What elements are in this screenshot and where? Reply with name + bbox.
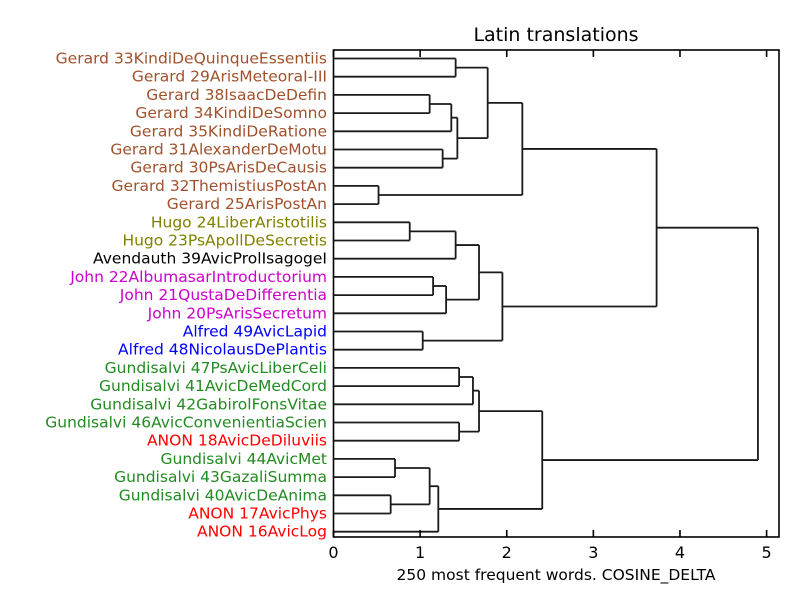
dendrogram-links bbox=[333, 57, 759, 533]
leaf-label: Gerard 29ArisMeteoraI-III bbox=[132, 68, 327, 86]
leaf-label: Gundisalvi 46AvicConvenientiaScien bbox=[45, 414, 327, 432]
leaf-label: Gerard 31AlexanderDeMotu bbox=[110, 141, 327, 159]
x-axis-tick-label: 4 bbox=[675, 543, 685, 562]
leaf-label: Alfred 49AvicLapid bbox=[183, 323, 327, 341]
leaf-label: John 21QustaDeDifferentia bbox=[119, 286, 327, 304]
leaf-label: Gundisalvi 41AvicDeMedCord bbox=[99, 377, 327, 395]
x-axis-label: 250 most frequent words. COSINE_DELTA bbox=[397, 566, 716, 585]
leaf-label: Avendauth 39AvicProlIsagogeI bbox=[93, 250, 327, 268]
leaf-label: ANON 18AvicDeDiluviis bbox=[147, 432, 327, 450]
leaf-label: Gerard 30PsArisDeCausis bbox=[130, 159, 327, 177]
leaf-label: Alfred 48NicolausDePlantis bbox=[118, 341, 327, 359]
leaf-label: Gerard 33KindiDeQuinqueEssentiis bbox=[56, 50, 327, 68]
leaf-label: Gerard 25ArisPostAn bbox=[167, 195, 327, 213]
leaf-label: John 20PsArisSecretum bbox=[147, 304, 327, 322]
leaf-label: Gundisalvi 40AvicDeAnima bbox=[119, 486, 327, 504]
x-axis-tick-label: 0 bbox=[328, 543, 338, 562]
leaf-label: Hugo 24LiberAristotilis bbox=[151, 213, 327, 231]
leaf-label: Gundisalvi 42GabirolFonsVitae bbox=[90, 395, 327, 413]
leaf-label: ANON 16AvicLog bbox=[197, 523, 327, 541]
leaf-label: John 22AlbumasarIntroductorium bbox=[69, 268, 327, 286]
x-axis-tick-label: 3 bbox=[588, 543, 598, 562]
leaf-label: Gerard 35KindiDeRatione bbox=[130, 122, 327, 140]
leaf-label: Gundisalvi 43GazaliSumma bbox=[114, 468, 327, 486]
x-axis-tick-label: 5 bbox=[762, 543, 772, 562]
chart-title: Latin translations bbox=[473, 24, 638, 46]
plot-border bbox=[332, 49, 780, 538]
leaf-label: Gundisalvi 44AvicMet bbox=[161, 450, 328, 468]
x-axis-tick-label: 1 bbox=[415, 543, 425, 562]
leaf-label: Gundisalvi 47PsAvicLiberCeli bbox=[105, 359, 327, 377]
leaf-label: ANON 17AvicPhys bbox=[188, 505, 327, 523]
leaf-label: Gerard 32ThemistiusPostAn bbox=[112, 177, 327, 195]
x-axis-tick-label: 2 bbox=[502, 543, 512, 562]
leaf-label: Gerard 34KindiDeSomno bbox=[135, 104, 327, 122]
leaf-label: Hugo 23PsApollDeSecretis bbox=[122, 232, 327, 250]
x-axis-ticks: 0 1 2 3 4 5 bbox=[328, 50, 772, 562]
leaf-label: Gerard 38IsaacDeDefin bbox=[146, 86, 327, 104]
